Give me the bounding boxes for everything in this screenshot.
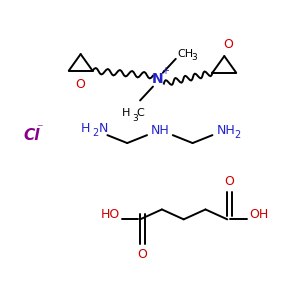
Text: O: O	[137, 248, 147, 260]
Text: CH: CH	[178, 49, 194, 59]
Text: ⁻: ⁻	[36, 123, 42, 136]
Text: H: H	[81, 122, 91, 135]
Text: Cl: Cl	[23, 128, 40, 142]
Text: OH: OH	[249, 208, 268, 221]
Text: 3: 3	[132, 114, 138, 123]
Text: +: +	[161, 66, 169, 76]
Text: O: O	[223, 38, 233, 51]
Text: H: H	[122, 108, 130, 118]
Text: O: O	[76, 78, 85, 91]
Text: 2: 2	[92, 128, 99, 138]
Text: NH: NH	[216, 124, 235, 137]
Text: HO: HO	[101, 208, 120, 221]
Text: 2: 2	[234, 130, 241, 140]
Text: NH: NH	[151, 124, 170, 137]
Text: C: C	[136, 108, 144, 118]
Text: N: N	[152, 72, 164, 86]
Text: N: N	[98, 122, 108, 135]
Text: 3: 3	[192, 53, 197, 62]
Text: O: O	[224, 175, 234, 188]
